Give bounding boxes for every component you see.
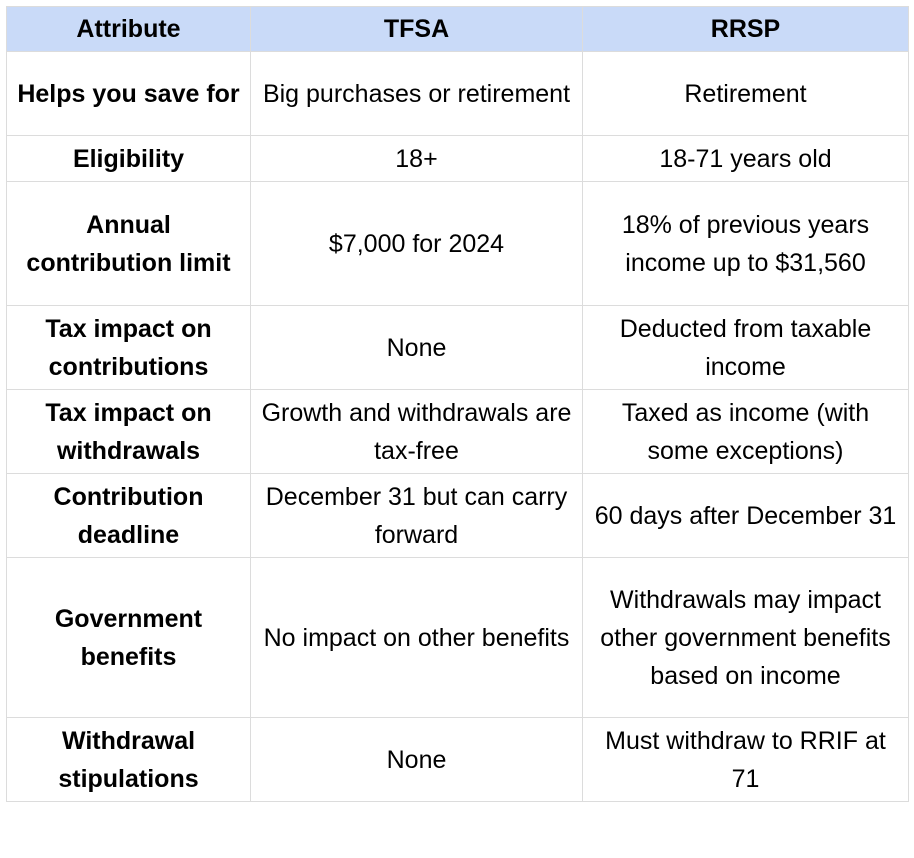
value-cell: Must withdraw to RRIF at 71 [582,717,909,802]
header-cell: TFSA [250,6,583,52]
header-cell: Attribute [6,6,251,52]
value-cell: 18% of previous years income up to $31,5… [582,181,909,306]
table-row: Eligibility 18+ 18-71 years old [6,135,909,182]
value-cell: Deducted from taxable income [582,305,909,390]
table-row: Withdrawal stipulations None Must withdraw… [6,717,909,802]
value-cell: Withdrawals may impact other government … [582,557,909,718]
attribute-cell: Tax impact on contributions [6,305,251,390]
table-row: Annual contribution limit $7,000 for 2024… [6,181,909,306]
value-cell: None [250,717,583,802]
value-cell: 18+ [250,135,583,182]
value-cell: 18-71 years old [582,135,909,182]
table-body: Helps you save for Big purchases or retir… [6,51,909,802]
attribute-cell: Tax impact on withdrawals [6,389,251,474]
table-row: Government benefits No impact on other be… [6,557,909,718]
table-row: Contribution deadline December 31 but can… [6,473,909,558]
value-cell: December 31 but can carry forward [250,473,583,558]
value-cell: None [250,305,583,390]
comparison-table: Attribute TFSA RRSP Helps you save for Big … [6,6,909,802]
value-cell: Big purchases or retirement [250,51,583,136]
attribute-cell: Helps you save for [6,51,251,136]
header-cell: RRSP [582,6,909,52]
attribute-cell: Contribution deadline [6,473,251,558]
value-cell: $7,000 for 2024 [250,181,583,306]
value-cell: 60 days after December 31 [582,473,909,558]
attribute-cell: Government benefits [6,557,251,718]
value-cell: Taxed as income (with some exceptions) [582,389,909,474]
table-container: Attribute TFSA RRSP Helps you save for Big … [6,6,909,802]
value-cell: Growth and withdrawals are tax-free [250,389,583,474]
table-row: Tax impact on contributions None Deducted … [6,305,909,390]
table-row: Helps you save for Big purchases or retir… [6,51,909,136]
attribute-cell: Annual contribution limit [6,181,251,306]
value-cell: Retirement [582,51,909,136]
value-cell: No impact on other benefits [250,557,583,718]
header-row: Attribute TFSA RRSP [6,6,909,52]
table-row: Tax impact on withdrawals Growth and with… [6,389,909,474]
attribute-cell: Eligibility [6,135,251,182]
attribute-cell: Withdrawal stipulations [6,717,251,802]
